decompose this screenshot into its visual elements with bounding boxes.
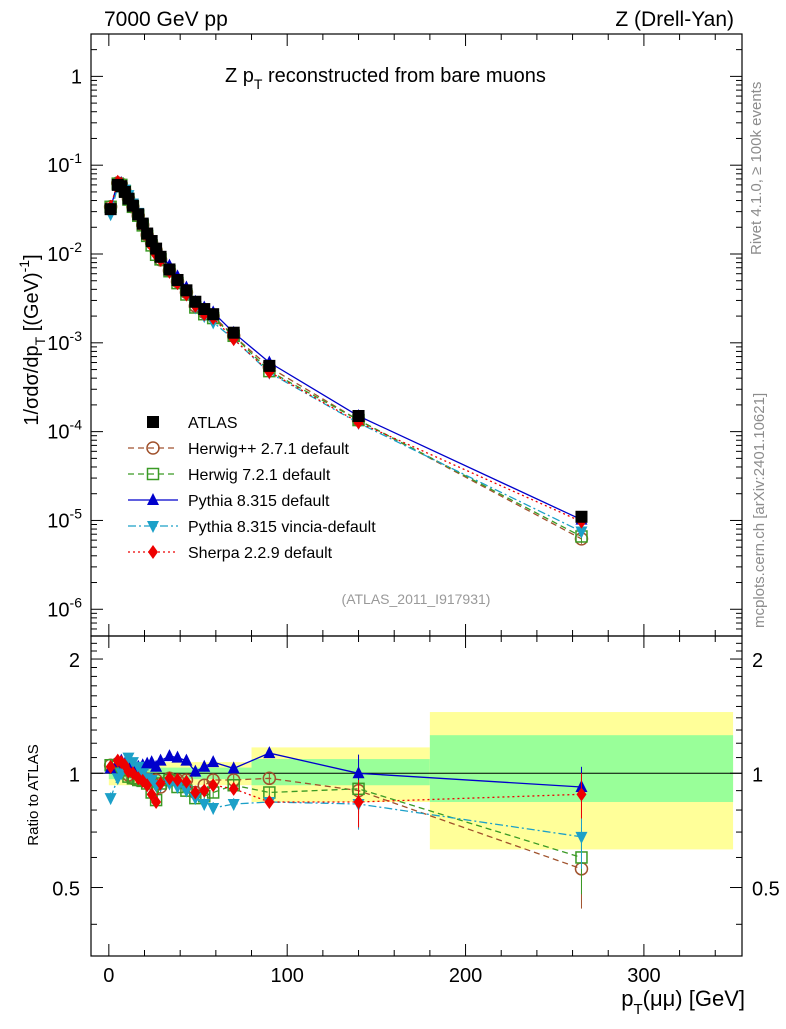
ratio-point-pythia-8-315-default xyxy=(198,759,211,772)
plot-title: Z pT reconstructed from bare muons xyxy=(225,65,546,92)
data-point-atlas xyxy=(575,510,588,523)
data-point-atlas xyxy=(263,359,276,372)
ratio-point-sherpa-2-2-9-default xyxy=(142,778,153,793)
data-point-atlas xyxy=(163,263,176,276)
series-line-herwig-2-7-1-default xyxy=(109,182,582,540)
main-y-axis-label: 1/σdσ/dpT [(GeV)-1] xyxy=(16,254,48,425)
analysis-tag: (ATLAS_2011_I917931) xyxy=(342,591,491,607)
ratio-point-herwig-2-7-1-default xyxy=(262,771,277,786)
ratio-point-pythia-8-315-vincia-default xyxy=(180,785,193,798)
legend: ATLAS Herwig++ 2.7.1 default Herwig 7.2.1 … xyxy=(128,415,376,562)
ratio-point-pythia-8-315-default xyxy=(171,750,184,763)
ratio-y-tick-label-right: 0.5 xyxy=(752,879,780,901)
ratio-point-pythia-8-315-default xyxy=(189,764,202,777)
legend-label-herwig-7-2-1-default: Herwig 7.2.1 default xyxy=(188,467,331,484)
data-point-atlas xyxy=(180,284,193,297)
data-point-atlas xyxy=(154,250,167,263)
legend-marker-herwig-2-7-1-default xyxy=(146,441,160,455)
data-point-atlas xyxy=(136,217,149,230)
series-line-herwig-7-2-1-default xyxy=(109,182,582,538)
ratio-point-sherpa-2-2-9-default xyxy=(228,781,239,796)
legend-marker-herwig-7-2-1-default xyxy=(146,467,160,481)
main-panel: 10-6 10-5 10-4 10-3 10-2 10-1 1 xyxy=(47,33,743,956)
ratio-point-sherpa-2-2-9-default xyxy=(208,778,219,793)
ratio-y-axis-label: Ratio to ATLAS xyxy=(25,744,42,845)
legend-label-pythia-8-315-vincia-default: Pythia 8.315 vincia-default xyxy=(188,519,376,536)
ratio-point-pythia-8-315-vincia-default xyxy=(198,798,211,811)
data-point-atlas xyxy=(171,273,184,286)
ratio-point-sherpa-2-2-9-default xyxy=(105,759,116,774)
y-tick-label: 10-4 xyxy=(47,417,82,444)
ratio-y-tick-label-right: 2 xyxy=(752,650,763,672)
legend-marker-pythia-8-315-default xyxy=(147,493,159,505)
legend-label-sherpa-2-2-9-default: Sherpa 2.2.9 default xyxy=(188,545,333,562)
rivet-version-note: Rivet 4.1.0, ≥ 100k events xyxy=(748,82,765,255)
x-tick-label: 300 xyxy=(627,965,660,987)
data-point-pythia-8-315-vincia-default xyxy=(575,526,588,539)
ratio-point-sherpa-2-2-9-default xyxy=(155,776,166,791)
ratio-point-pythia-8-315-default xyxy=(163,749,176,762)
ratio-point-sherpa-2-2-9-default xyxy=(172,773,183,788)
x-axis-label: pT(μμ) [GeV] xyxy=(621,986,745,1018)
legend-label-pythia-8-315-default: Pythia 8.315 default xyxy=(188,493,330,510)
ratio-y-tick-label: 2 xyxy=(69,650,80,672)
y-tick-label: 10-5 xyxy=(47,505,82,532)
ratio-point-pythia-8-315-default xyxy=(263,746,276,759)
data-point-atlas xyxy=(207,308,220,321)
ratio-point-pythia-8-315-vincia-default xyxy=(126,757,139,770)
ratio-point-sherpa-2-2-9-default xyxy=(264,795,275,810)
legend-marker-pythia-8-315-vincia-default xyxy=(147,521,159,533)
ratio-point-pythia-8-315-default xyxy=(154,753,167,766)
ratio-band-green xyxy=(251,759,430,786)
series-line-sherpa-2-2-9-default xyxy=(109,180,582,523)
ratio-point-pythia-8-315-default xyxy=(352,766,365,779)
ratio-point-pythia-8-315-default xyxy=(227,761,240,774)
legend-marker-sherpa-2-2-9-default xyxy=(148,545,158,559)
y-tick-label: 10-2 xyxy=(47,239,82,266)
ratio-point-pythia-8-315-vincia-default xyxy=(104,793,117,806)
header-left: 7000 GeV pp xyxy=(104,8,228,31)
ratio-point-sherpa-2-2-9-default xyxy=(164,771,175,786)
ratio-point-pythia-8-315-vincia-default xyxy=(227,798,240,811)
x-tick-label: 200 xyxy=(449,965,482,987)
ratio-point-sherpa-2-2-9-default xyxy=(353,795,364,810)
data-point-atlas xyxy=(352,409,365,422)
ratio-point-pythia-8-315-vincia-default xyxy=(132,761,145,774)
ratio-point-pythia-8-315-default xyxy=(150,759,163,772)
y-tick-label: 10-1 xyxy=(47,150,82,177)
data-point-atlas xyxy=(132,208,145,221)
ratio-point-sherpa-2-2-9-default xyxy=(576,787,587,802)
header-right: Z (Drell-Yan) xyxy=(615,8,734,31)
ratio-y-tick-label: 1 xyxy=(69,764,80,786)
x-tick-label: 100 xyxy=(271,965,304,987)
ratio-y-tick-label-right: 1 xyxy=(752,764,763,786)
ratio-point-sherpa-2-2-9-default xyxy=(151,795,162,810)
data-point-atlas xyxy=(227,326,240,339)
ratio-point-pythia-8-315-vincia-default xyxy=(171,782,184,795)
data-point-atlas xyxy=(118,185,131,198)
series-line-pythia-8-315-vincia-default xyxy=(109,185,582,533)
ratio-line-herwig-7-2-1-default xyxy=(110,764,582,859)
ratio-point-sherpa-2-2-9-default xyxy=(199,783,210,798)
legend-label-herwig-2-7-1-default: Herwig++ 2.7.1 default xyxy=(188,441,350,458)
y-tick-label: 10-3 xyxy=(47,328,82,355)
ratio-point-pythia-8-315-default xyxy=(180,753,193,766)
ratio-point-sherpa-2-2-9-default xyxy=(181,774,192,789)
x-tick-label: 0 xyxy=(103,965,114,987)
mcplots-citation: mcplots.cern.ch [arXiv:2401.10621] xyxy=(751,393,768,628)
ratio-frame xyxy=(90,635,743,957)
y-tick-label: 10-6 xyxy=(47,594,82,621)
data-point-atlas xyxy=(104,203,117,216)
legend-marker-atlas xyxy=(147,416,159,428)
y-tick-label: 1 xyxy=(71,66,82,88)
ratio-y-tick-label: 0.5 xyxy=(52,879,80,901)
legend-label-atlas: ATLAS xyxy=(188,415,238,432)
ratio-point-pythia-8-315-default xyxy=(207,755,220,768)
ratio-point-pythia-8-315-vincia-default xyxy=(575,831,588,844)
ratio-point-pythia-8-315-vincia-default xyxy=(207,803,220,816)
series-line-pythia-8-315-default xyxy=(109,181,582,521)
ratio-point-sherpa-2-2-9-default xyxy=(190,785,201,800)
ratio-panel: 0 100 200 300 0.5 0.5 1 1 2 2 xyxy=(52,635,780,987)
